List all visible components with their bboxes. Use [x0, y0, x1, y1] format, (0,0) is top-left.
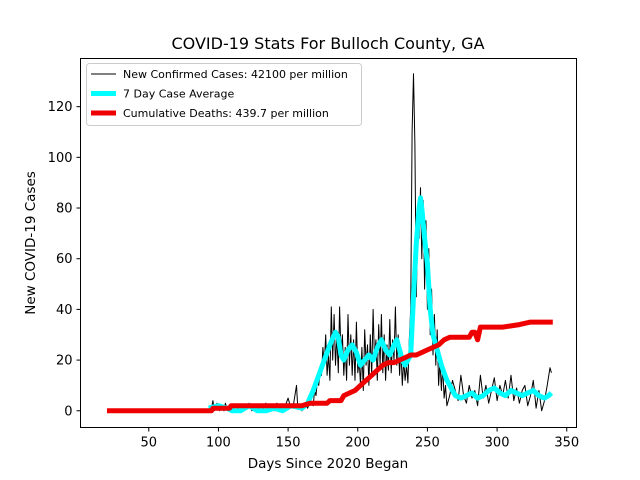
x-tick-label: 100	[206, 436, 231, 451]
series-layer	[107, 73, 554, 414]
y-tick-label: 20	[56, 354, 73, 369]
x-axis-label: Days Since 2020 Began	[248, 456, 409, 472]
plot-frame	[80, 58, 577, 428]
x-axis-ticks: 50 100 150 200 250 300 350	[140, 427, 579, 451]
y-axis-label: New COVID-19 Cases	[23, 171, 39, 315]
x-tick-label: 350	[554, 436, 579, 451]
x-tick-label: 50	[140, 436, 157, 451]
x-tick-label: 150	[276, 436, 301, 451]
series-line-1	[208, 195, 554, 414]
legend-box	[86, 63, 362, 126]
y-tick-label: 60	[56, 252, 73, 267]
y-tick-label: 0	[64, 404, 72, 419]
legend-label-1: 7 Day Case Average	[123, 88, 235, 101]
legend: New Confirmed Cases: 42100 per million 7 …	[86, 63, 362, 126]
y-tick-label: 100	[48, 151, 73, 166]
chart-title: COVID-19 Stats For Bulloch County, GA	[171, 34, 484, 53]
y-tick-label: 80	[56, 202, 73, 217]
x-tick-label: 250	[415, 436, 440, 451]
x-tick-label: 200	[345, 436, 370, 451]
legend-label-2: Cumulative Deaths: 439.7 per million	[123, 107, 329, 120]
legend-label-0: New Confirmed Cases: 42100 per million	[123, 68, 348, 81]
y-tick-label: 120	[48, 100, 73, 115]
y-tick-label: 40	[56, 303, 73, 318]
y-axis-ticks: 0 20 40 60 80 100 120	[48, 100, 81, 419]
x-tick-label: 300	[485, 436, 510, 451]
series-line-2	[107, 319, 553, 414]
